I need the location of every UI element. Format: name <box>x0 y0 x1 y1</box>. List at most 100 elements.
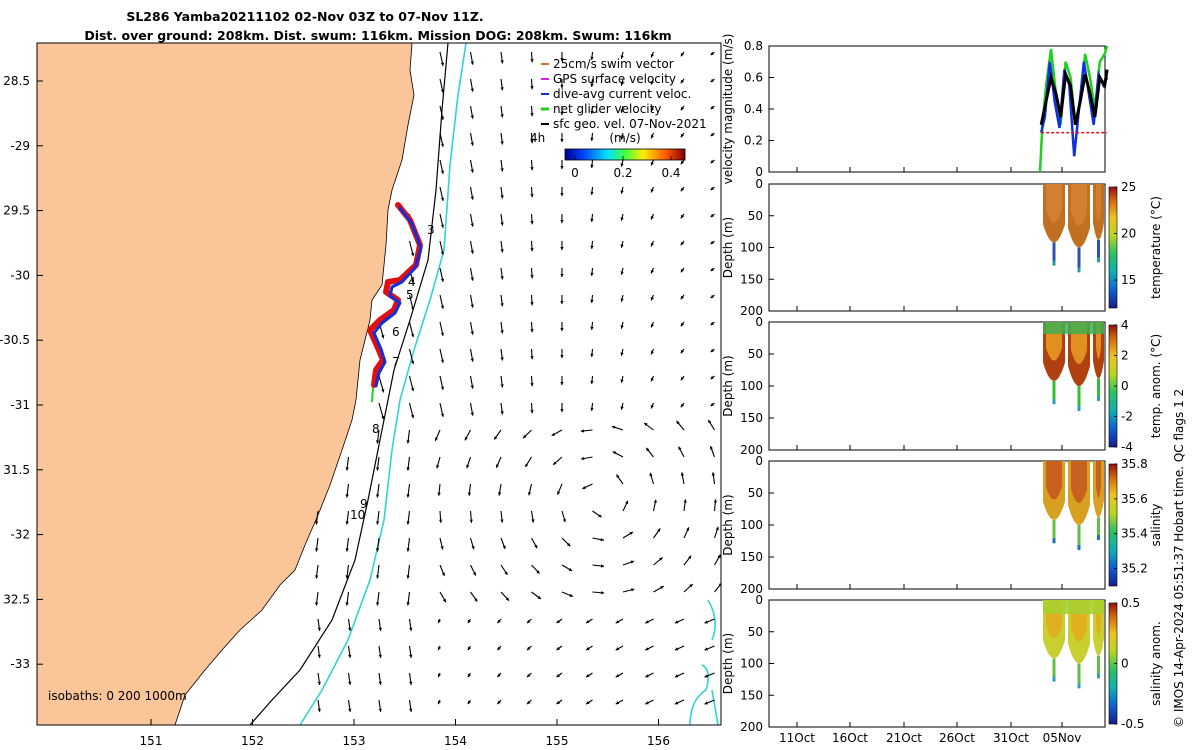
current-arrow-head <box>631 588 635 592</box>
marker-10: 10 <box>350 508 365 522</box>
current-arrow-head <box>437 492 441 496</box>
current-arrow-head <box>630 560 635 564</box>
y-axis-label: Depth (m) <box>721 494 735 555</box>
current-arrow-head <box>500 114 504 118</box>
current-arrow-head <box>378 627 382 631</box>
current-arrow-head <box>470 61 474 65</box>
current-arrow-head <box>680 403 684 408</box>
current-arrow-head <box>470 304 474 308</box>
current-arrow-head <box>676 420 680 425</box>
current-arrow-head <box>615 620 620 624</box>
speed-colorbar: (m/s) 0 0.2 0.4 <box>564 131 686 180</box>
current-arrow-head <box>348 681 352 685</box>
time-tick-label: 05Nov <box>1043 731 1082 745</box>
current-arrow-head <box>500 411 504 415</box>
current-arrow-head <box>440 224 444 228</box>
current-arrow-head <box>560 139 564 143</box>
profile-tail <box>1052 380 1056 403</box>
y-tick-label: 150 <box>740 688 763 702</box>
current-arrow-head <box>713 499 717 503</box>
y-tick-label: 100 <box>740 657 763 671</box>
current-arrow-head <box>440 251 444 255</box>
profile-tip <box>1097 534 1100 540</box>
current-arrow-head <box>586 674 590 678</box>
lat-tick-label: 29.5 <box>3 204 30 218</box>
current-arrow-head <box>530 356 534 360</box>
current-arrow-head <box>470 169 474 173</box>
current-arrow-head <box>616 474 620 478</box>
current-arrow-head <box>534 544 538 549</box>
current-arrow-head <box>440 305 444 309</box>
current-arrow-head <box>409 681 413 685</box>
y-tick-label: 200 <box>740 582 763 596</box>
current-arrow-head <box>317 654 321 658</box>
current-arrow-head <box>406 575 410 579</box>
title-line-2: Dist. over ground: 208km. Dist. swum: 11… <box>84 28 671 43</box>
current-arrow-head <box>680 241 684 246</box>
current-arrow-head <box>569 593 573 597</box>
current-arrow-head <box>317 627 321 631</box>
current-arrow-head <box>436 465 440 469</box>
current-arrow-head <box>530 221 534 225</box>
current-arrow-head <box>411 252 415 257</box>
current-arrow-head <box>657 528 661 532</box>
panel-frame <box>768 45 1106 173</box>
current-arrow-head <box>680 79 684 84</box>
panel-colorbar <box>1108 463 1118 587</box>
y-tick-label: 0 <box>755 593 763 607</box>
profile-tip <box>1097 395 1100 401</box>
current-arrow-head <box>625 500 629 505</box>
current-arrow-head <box>470 277 474 281</box>
current-arrow-head <box>497 646 501 651</box>
current-arrow-head <box>650 405 654 409</box>
current-arrow-head <box>500 141 504 145</box>
current-arrow-head <box>650 351 654 355</box>
current-arrow-head <box>467 673 471 678</box>
current-arrow-head <box>440 359 444 363</box>
current-arrow-head <box>590 137 594 141</box>
y-tick-label: 0 <box>755 177 763 191</box>
net-glider-velocity <box>371 387 374 403</box>
current-arrow-head <box>710 105 714 110</box>
current-arrow-head <box>680 295 684 300</box>
current-arrow-head <box>527 673 531 678</box>
current-arrow-head <box>560 382 564 386</box>
current-arrow-head <box>530 302 534 306</box>
current-arrow-head <box>568 567 573 571</box>
current-arrow-head <box>560 274 564 278</box>
y-tick-label: 0.8 <box>744 39 763 53</box>
current-arrow-head <box>530 410 534 414</box>
current-arrow-head <box>440 386 444 390</box>
y-tick-label: 0 <box>755 165 763 179</box>
current-arrow-head <box>498 492 502 496</box>
current-arrow-head <box>470 88 474 92</box>
current-arrow-head <box>348 708 352 712</box>
current-arrow-head <box>315 521 319 525</box>
current-arrow-head <box>704 647 708 651</box>
colorbar-label: temp. anom. (°C) <box>1149 334 1163 438</box>
current-arrow-head <box>467 700 471 705</box>
colorbar-ticks: 0 0.2 0.4 <box>571 156 681 180</box>
profile-tip <box>1077 545 1081 550</box>
current-arrow-head <box>376 548 380 552</box>
lon-tick-label: 152 <box>241 734 264 748</box>
profile-core <box>1046 461 1062 500</box>
current-arrow-head <box>650 378 654 382</box>
current-arrow-head <box>704 620 708 624</box>
current-arrow-head <box>467 646 471 651</box>
current-arrow-head <box>378 708 382 712</box>
current-arrow-head <box>409 627 413 631</box>
current-arrow-head <box>437 619 441 624</box>
colorbar-tick-label: -2 <box>1121 410 1133 424</box>
colorbar-tick-label: 0.5 <box>1121 596 1140 610</box>
current-arrow-head <box>710 294 714 299</box>
current-arrow-head <box>500 357 504 361</box>
current-arrow-head <box>680 472 684 476</box>
marker-8: 8 <box>372 422 380 436</box>
y-tick-label: 50 <box>748 209 763 223</box>
profile-tip <box>1077 267 1081 273</box>
current-arrow-head <box>620 217 624 221</box>
current-arrow-head <box>650 270 654 274</box>
profile-tip <box>1077 406 1081 411</box>
current-arrow-head <box>406 494 410 498</box>
